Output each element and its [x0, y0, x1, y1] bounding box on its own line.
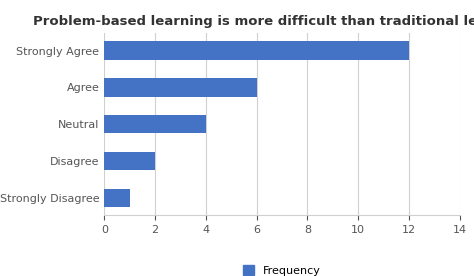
Bar	[104, 41, 409, 60]
Bar	[104, 78, 256, 97]
Bar	[104, 152, 155, 170]
Bar	[104, 189, 130, 207]
Title: Problem-based learning is more difficult than traditional learning.: Problem-based learning is more difficult…	[33, 15, 474, 28]
Legend: Frequency: Frequency	[238, 261, 326, 276]
Bar	[104, 115, 206, 133]
